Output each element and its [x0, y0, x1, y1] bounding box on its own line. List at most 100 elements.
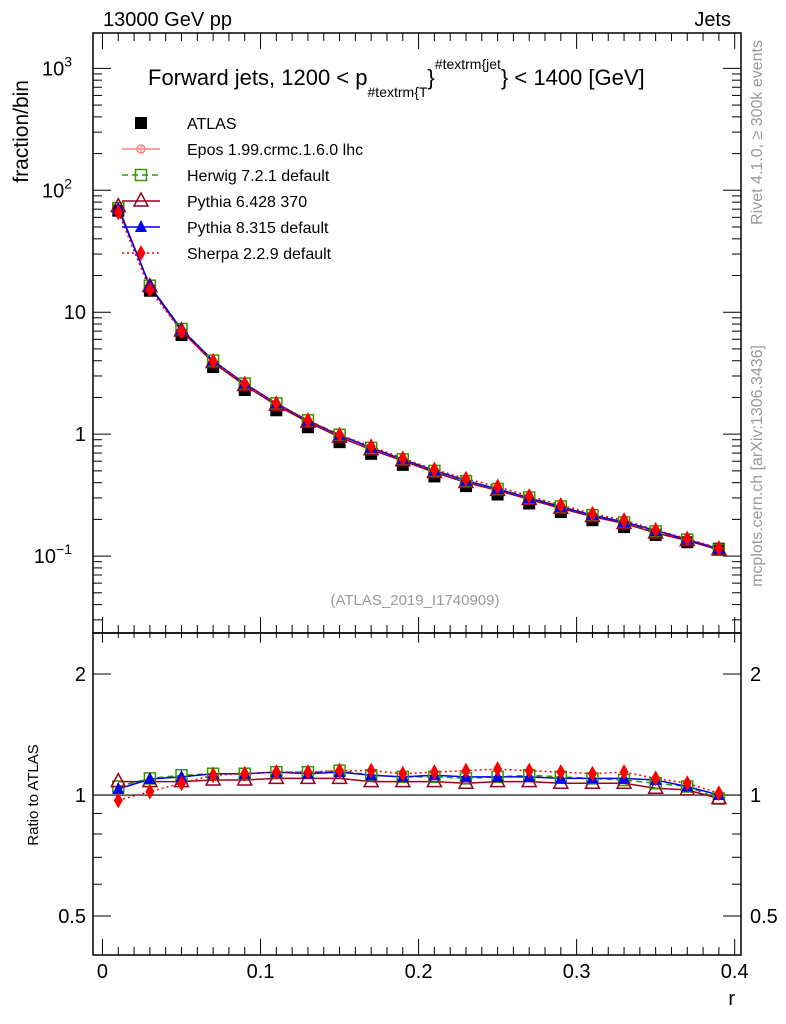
- ratio-frame: [92, 632, 742, 956]
- sherpa-point: [619, 512, 629, 529]
- legend-label: Pythia 6.428 370: [187, 194, 307, 211]
- sherpa-point: [398, 450, 408, 467]
- sherpa-ratio-point: [493, 761, 503, 778]
- sherpa-ratio-point: [271, 764, 281, 781]
- pythia8-ratio-point: [112, 782, 125, 795]
- ratio-tick-label-right: 0.5: [750, 906, 778, 928]
- sherpa-ratio-point: [335, 762, 345, 779]
- y-tick-base: 10: [42, 58, 64, 80]
- x-tick-label: 0: [97, 961, 108, 983]
- marks: [110, 197, 728, 809]
- sherpa-point: [177, 323, 187, 340]
- pythia6-point: [615, 513, 633, 530]
- title-end: } < 1400 [GeV]: [501, 65, 645, 90]
- sherpa-ratio-point: [429, 764, 439, 781]
- y-tick-exponent: −1: [56, 541, 72, 557]
- y-tick-label: 10−1: [34, 541, 72, 568]
- y-tick-exponent: 3: [64, 53, 72, 69]
- sherpa-ratio-point: [113, 792, 123, 809]
- legend-entry-atlas: ATLAS: [135, 116, 237, 133]
- sherpa-point: [208, 353, 218, 370]
- mcplots-label: mcplots.cern.ch [arXiv:1306.3436]: [749, 345, 766, 587]
- y-tick-label: 102: [42, 175, 72, 202]
- y-tick-exponent: 2: [64, 175, 72, 191]
- epos-cross: [137, 145, 145, 153]
- sherpa-point: [366, 438, 376, 455]
- y-tick-base: 10: [34, 546, 56, 568]
- sherpa-point: [303, 412, 313, 429]
- sherpa-point: [493, 478, 503, 495]
- pythia6-point: [520, 489, 538, 506]
- x-tick-label: 0.3: [563, 961, 591, 983]
- legend-entry-pythia6: Pythia 6.428 370: [122, 191, 307, 211]
- y-tick-base: 10: [64, 302, 86, 324]
- sherpa-ratio-point: [208, 767, 218, 784]
- legend-marker: [134, 168, 148, 182]
- legend-marker: [136, 144, 146, 154]
- legend-entry-sherpa: Sherpa 2.2.9 default: [122, 245, 332, 263]
- sherpa-ratio-point: [240, 765, 250, 782]
- x-tick-label: 0.1: [247, 961, 275, 983]
- sherpa-ratio-point: [461, 762, 471, 779]
- ratio-y-axis-label: Ratio to ATLAS: [25, 744, 42, 845]
- x-axis-label: r: [728, 988, 735, 1010]
- header-left: 13000 GeV pp: [103, 9, 232, 31]
- legend-label: Herwig 7.2.1 default: [187, 168, 330, 185]
- legend-marker: [136, 245, 146, 261]
- title-sup: #textrm{jet: [435, 56, 501, 72]
- sherpa-point: [335, 426, 345, 443]
- sherpa-ratio-point: [398, 765, 408, 782]
- legend-label: Epos 1.99.crmc.1.6.0 lhc: [187, 142, 363, 159]
- y-tick-base: 1: [75, 424, 86, 446]
- sherpa-point: [682, 530, 692, 547]
- sherpa-point: [714, 540, 724, 557]
- pythia8-ratio-point: [143, 772, 156, 785]
- header-right: Jets: [694, 9, 731, 31]
- legend-entry-herwig: Herwig 7.2.1 default: [122, 168, 330, 185]
- title-mid: }: [427, 65, 434, 90]
- sherpa-ratio-point: [556, 764, 566, 781]
- x-tick-label: 0.4: [721, 961, 749, 983]
- svg-text:Forward jets, 1200 < p#textrm{: Forward jets, 1200 < p#textrm{T}#textrm{…: [148, 56, 645, 100]
- title-sub: #textrm{T: [368, 84, 428, 100]
- y-tick-label: 1: [75, 424, 86, 446]
- ratio-tick-label-left: 0.5: [58, 906, 86, 928]
- sherpa-ratio-point: [177, 775, 187, 792]
- plot-title: Forward jets, 1200 < p#textrm{T}#textrm{…: [148, 56, 645, 100]
- sherpa-point: [587, 505, 597, 522]
- sherpa-ratio-point: [651, 770, 661, 787]
- sherpa-ratio-point: [145, 783, 155, 800]
- sherpa-point: [429, 461, 439, 478]
- legend-entry-pythia8: Pythia 8.315 default: [122, 220, 329, 237]
- legend-label: Sherpa 2.2.9 default: [187, 246, 332, 263]
- ratio-tick-label-right: 1: [750, 785, 761, 807]
- legend-marker: [135, 220, 147, 232]
- pythia6-point: [552, 498, 570, 515]
- sherpa-point: [524, 488, 534, 505]
- sherpa-point: [113, 204, 123, 221]
- analysis-id: (ATLAS_2019_I1740909): [330, 592, 499, 609]
- sherpa-point: [556, 497, 566, 514]
- ratio-tick-label-left: 1: [75, 785, 86, 807]
- sherpa-point: [461, 470, 471, 487]
- legend-marker: [132, 191, 150, 207]
- legend: ATLAS Epos 1.99.crmc.1.6.0 lhc Herwig 7.2.…: [122, 116, 363, 263]
- sherpa-point: [145, 281, 155, 298]
- ratio-tick-label-left: 2: [75, 664, 86, 686]
- y-axis-label: fraction/bin: [10, 80, 33, 183]
- pythia6-ratio-point: [647, 778, 664, 794]
- sherpa-ratio-point: [619, 764, 629, 781]
- sherpa-point: [651, 521, 661, 538]
- y-tick-base: 10: [42, 180, 64, 202]
- y-tick-label: 103: [42, 53, 72, 80]
- x-tick-label: 0.2: [405, 961, 433, 983]
- legend-label: ATLAS: [187, 116, 237, 133]
- sherpa-ratio-point: [366, 762, 376, 779]
- pythia6-point: [489, 480, 506, 497]
- sherpa-ratio-point: [714, 785, 724, 802]
- sherpa-ratio-point: [682, 775, 692, 792]
- legend-entry-epos: Epos 1.99.crmc.1.6.0 lhc: [122, 142, 363, 159]
- sherpa-ratio-point: [303, 764, 313, 781]
